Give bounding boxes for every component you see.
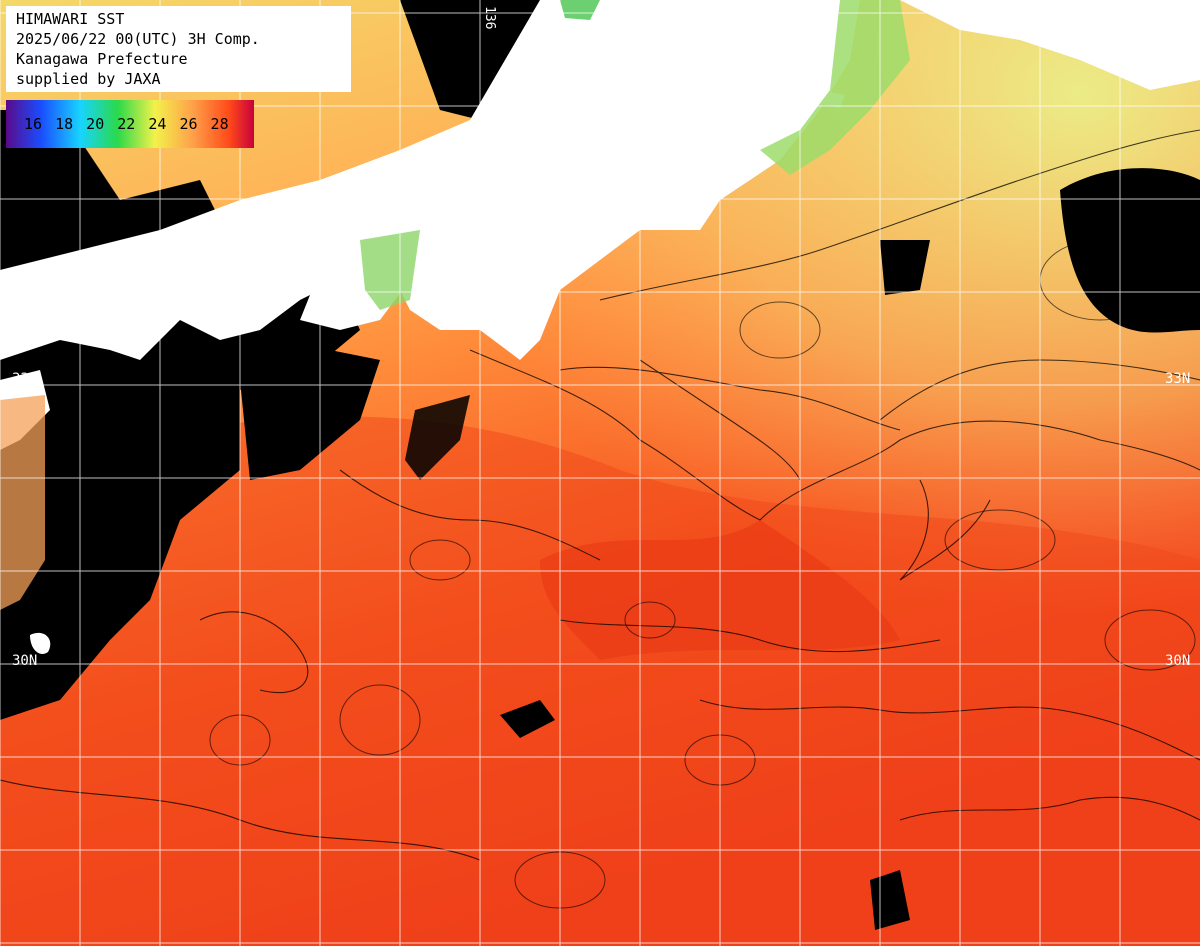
lat-label-33n: 33N	[1165, 371, 1191, 387]
lon-label-136: 136	[482, 6, 497, 30]
warm-current-band	[0, 416, 1200, 946]
cloud-patch	[405, 395, 470, 480]
title-region: Kanagawa Prefecture	[16, 50, 188, 68]
land-honshu	[0, 0, 860, 360]
cloud-mask-shikoku	[240, 350, 380, 480]
title-source: supplied by JAXA	[16, 70, 161, 88]
legend-color-bar	[6, 100, 254, 148]
cloud-mask-east	[1060, 168, 1200, 333]
cloud-patch	[500, 700, 555, 738]
cool-coastal-strip	[760, 0, 910, 175]
lat-label-30n-east: 30N	[1165, 653, 1191, 669]
lon-label-144: 144	[1122, 10, 1137, 34]
title-box: HIMAWARI SST 2025/06/22 00(UTC) 3H Comp.…	[6, 6, 351, 92]
land-island	[30, 632, 51, 655]
lat-label-30n-west: 30N	[12, 653, 38, 669]
title-product: HIMAWARI SST	[16, 10, 125, 28]
legend-labels: 16 18 20 22 24 26 28	[24, 115, 229, 133]
land-kanto	[900, 0, 1200, 90]
cool-coastal-strip	[360, 230, 420, 310]
lat-label-33-west: 33	[12, 371, 29, 387]
cloud-patch	[880, 240, 930, 295]
coastal-water-kyushu	[0, 395, 45, 610]
title-date: 2025/06/22 00(UTC) 3H Comp.	[16, 30, 260, 48]
cool-coastal-strip	[560, 0, 600, 20]
temperature-legend: 16 18 20 22 24 26 28	[6, 100, 254, 148]
